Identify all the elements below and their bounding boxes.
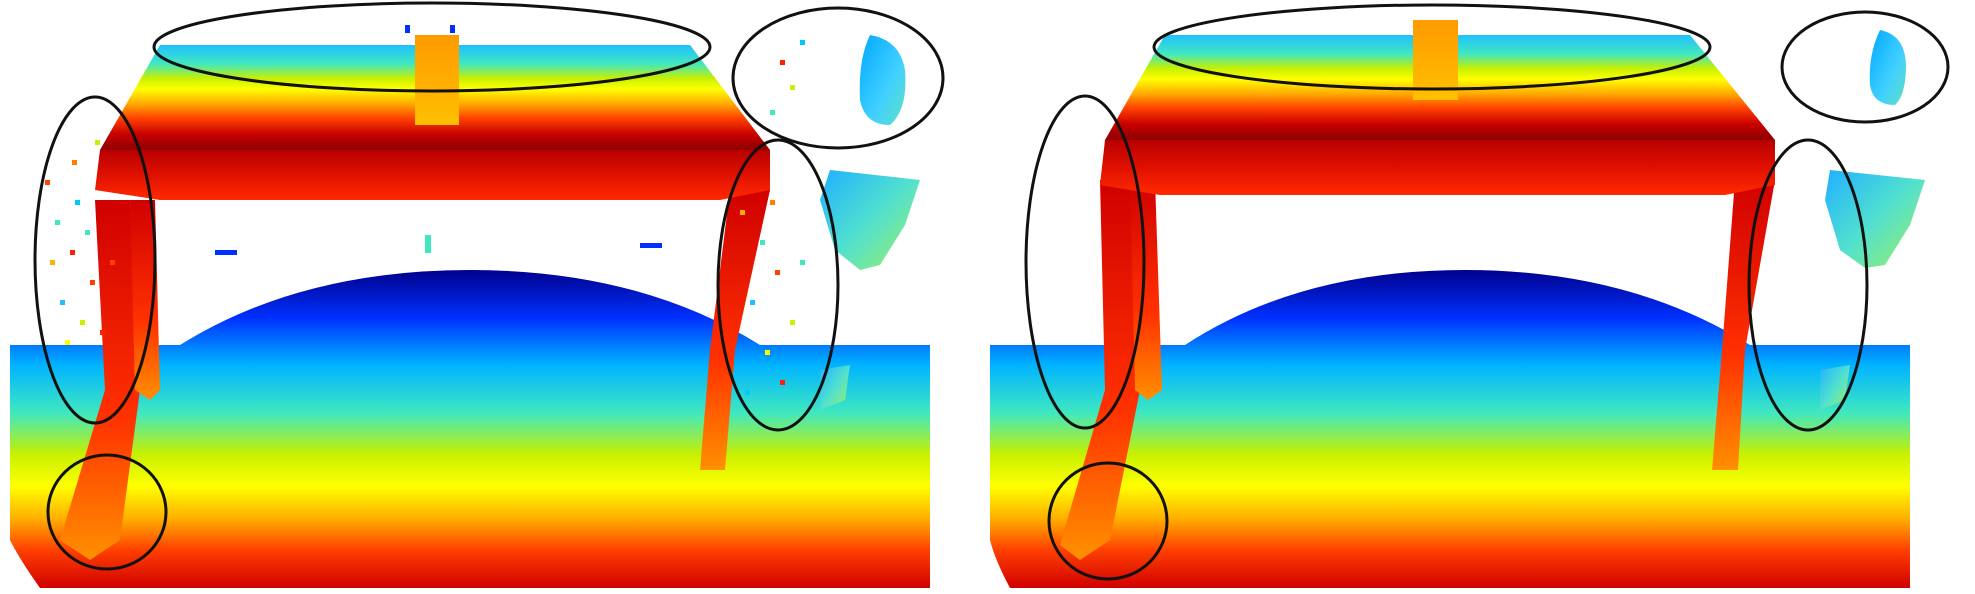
highlight-ellipse-top [152,1,712,93]
background-blob [1869,30,1906,105]
background-blob [859,35,906,125]
highlight-ellipse-right-leg [1747,138,1869,432]
highlight-ellipse-floor [46,453,168,571]
highlight-ellipses [33,1,945,571]
chair-segment [820,170,920,270]
chair-segment [820,365,850,410]
highlight-ellipse-top-right [1780,10,1950,124]
box-object [415,35,459,125]
chair-segment [1820,365,1850,410]
highlight-ellipse-right-leg [716,138,840,432]
filtered-point-cloud-panel [990,3,1950,588]
chair-segment [1825,170,1925,268]
table-leg [60,200,140,560]
highlight-ellipse-top-right [731,6,945,150]
table-leg [700,190,770,470]
floor-surface [10,270,930,588]
noise-points [45,25,805,395]
table-leg [130,200,160,400]
table-front-edge [95,150,770,200]
highlight-ellipses [1024,3,1950,581]
floor-surface [990,270,1910,588]
raw-point-cloud-panel [10,1,945,588]
highlight-ellipse-left-leg [33,95,157,425]
table-front-edge [1100,140,1775,195]
highlight-ellipse-floor [1047,461,1169,581]
highlight-ellipse-left-leg [1024,94,1146,430]
highlight-ellipse-top [1152,3,1712,91]
box-object [1413,20,1458,100]
table-leg [1130,180,1162,400]
table-leg [1712,180,1775,470]
